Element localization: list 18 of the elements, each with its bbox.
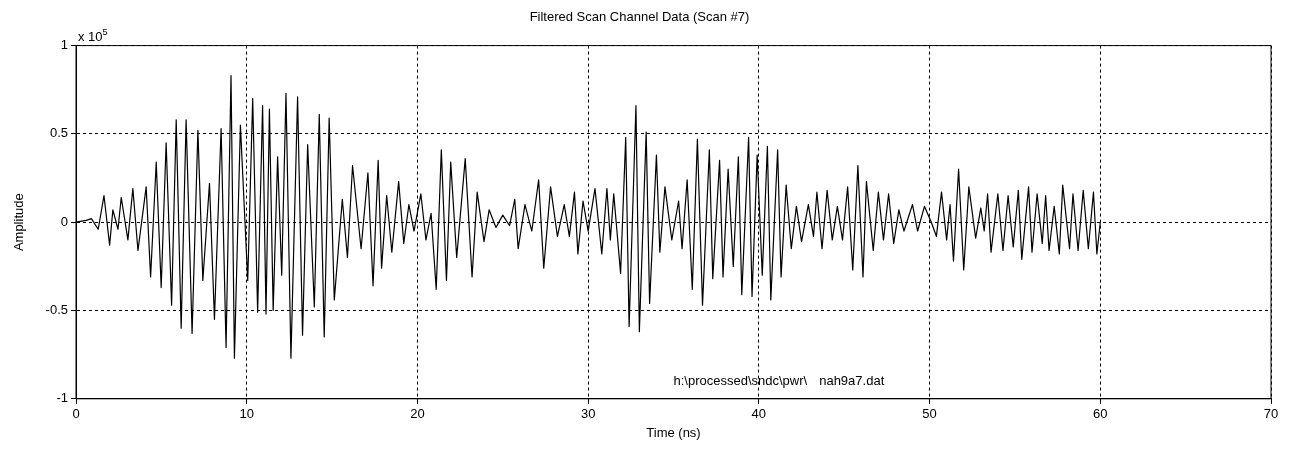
y-tick-label: 0.5 (49, 125, 68, 141)
annotation: nah9a7.dat (819, 372, 885, 388)
y-axis-title: Amplitude (11, 193, 27, 252)
x-tick-label: 70 (1263, 406, 1279, 422)
chart-title: Filtered Scan Channel Data (Scan #7) (529, 9, 750, 25)
y-tick-label: 0 (60, 213, 68, 229)
x-tick-label: 20 (410, 406, 425, 422)
y-tick-label: -1 (56, 390, 68, 406)
y-tick-label: 1 (60, 37, 68, 53)
x-axis-title: Time (ns) (646, 424, 701, 440)
x-tick-label: 40 (751, 406, 767, 422)
x-tick-label: 10 (239, 406, 254, 422)
annotation: h:\processed\sndc\pwr\ (673, 372, 808, 388)
x-tick-label: 50 (922, 406, 937, 422)
y-tick-label: -0.5 (45, 302, 68, 318)
x-tick-label: 60 (1093, 406, 1108, 422)
x-tick-label: 0 (72, 406, 80, 422)
x-tick-label: 30 (580, 406, 596, 422)
